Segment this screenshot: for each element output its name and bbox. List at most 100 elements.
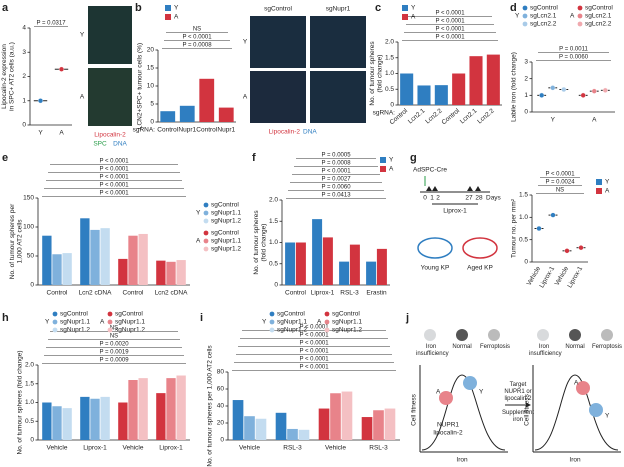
legend-label: sgNupr1.1 [60, 319, 90, 326]
bar [118, 258, 128, 285]
y-tick-label: 50 [27, 253, 35, 260]
bar [361, 417, 373, 440]
day: 28 [475, 195, 483, 202]
bar [156, 260, 166, 285]
annotation: P = 0.0024 [545, 180, 575, 186]
y-axis-label: in SPC+ AT2 cells (a.u.) [9, 42, 16, 111]
bar [339, 261, 350, 285]
state-label: Ferroptosis [591, 344, 622, 350]
bar [275, 412, 287, 440]
cell-icon [601, 329, 613, 341]
legend-label: A [605, 188, 610, 195]
bar [156, 393, 166, 440]
legend-marker [203, 218, 209, 224]
annotation: NS [193, 27, 201, 33]
stain-label: Lipocalin-2 [269, 129, 301, 136]
annotation: P < 0.0001 [299, 349, 329, 355]
legend-label: sgNupr1.2 [211, 246, 241, 253]
bar [42, 235, 52, 285]
annotation: P < 0.0001 [435, 27, 465, 33]
dot [550, 212, 556, 218]
y-tick-label: 10 [147, 83, 155, 90]
legend-label: sgLcn2.2 [585, 21, 612, 28]
legend-label: sgControl [211, 202, 239, 209]
x-tick-label: Nupr1 [178, 127, 196, 134]
y-axis-label: (fold change) [261, 224, 268, 262]
legend-label: sgLcn2.1 [530, 13, 557, 20]
bar [62, 408, 72, 440]
y-axis-label: No. of tumour spheres [253, 210, 260, 275]
legend-group: Y [515, 13, 520, 20]
legend-marker [577, 5, 583, 11]
y-tick-label: 1.5 [25, 380, 34, 387]
cell-icon [424, 329, 436, 341]
state-label: Normal [565, 344, 585, 350]
x-tick-label: Control [440, 107, 461, 126]
bar [90, 229, 100, 285]
y-tick-label: 0 [274, 282, 278, 289]
group-label: A [574, 380, 579, 387]
row-label: A [80, 94, 85, 101]
panel-letter: e [2, 152, 8, 164]
y-tick-label: 5 [150, 101, 154, 108]
legend-label: A [389, 166, 394, 173]
y-axis-label: Tumour no. per mm² [511, 198, 518, 258]
bar [62, 253, 72, 285]
bar [434, 85, 448, 105]
annotation: P < 0.0001 [435, 35, 465, 41]
y-axis-label: (fold change) [377, 55, 384, 93]
legend-group: A [100, 319, 105, 326]
annotation: P < 0.0001 [299, 325, 329, 331]
annotation: P = 0.0019 [99, 350, 129, 356]
annotation: NS [110, 334, 118, 340]
dot [58, 66, 65, 72]
y-tick-label: 2 [524, 75, 528, 82]
legend-marker [203, 210, 209, 216]
dot [539, 92, 545, 98]
legend-group: A [317, 319, 322, 326]
bar [486, 54, 500, 105]
x-tick-label: Erastin [366, 290, 387, 297]
bar [80, 218, 90, 285]
bar [341, 391, 353, 440]
bar [318, 408, 330, 440]
legend-marker [596, 179, 602, 185]
intervention: Target NUPR1 or lipocalin-2 [504, 382, 532, 402]
day: 2 [436, 195, 440, 202]
legend-marker [269, 327, 275, 333]
micrograph [88, 6, 132, 64]
x-tick-label: Control [157, 127, 179, 134]
bar [128, 380, 138, 440]
bar [373, 410, 384, 440]
cell-icon [589, 403, 603, 417]
x-tick-label: Lcn2.1 [459, 107, 479, 125]
stain-label: SPC [93, 141, 107, 148]
legend-label: sgControl [332, 311, 360, 318]
fitness-curve [421, 374, 506, 451]
annotation: P = 0.0317 [36, 21, 66, 27]
y-tick-label: 0 [220, 437, 224, 444]
bar [244, 416, 255, 440]
axes [419, 365, 508, 453]
x-tick-label: Vehicle [123, 445, 144, 452]
bar [312, 219, 323, 285]
legend-label: sgNupr1.2 [211, 218, 241, 225]
legend-marker [324, 311, 330, 317]
y-tick-label: 100 [23, 224, 34, 231]
annotation: P = 0.0009 [99, 358, 129, 364]
legend-label: sgNupr1.1 [211, 210, 241, 217]
bar [138, 233, 148, 285]
bar [232, 400, 244, 440]
bar [322, 237, 333, 285]
y-tick-label: 1.0 [269, 239, 278, 246]
legend-label: sgNupr1.1 [277, 319, 307, 326]
y-tick-label: 1.0 [385, 70, 394, 77]
legend-label: sgNupr1.1 [115, 319, 145, 326]
legend-label: Y [605, 179, 610, 186]
axis-label: Cell fitness [524, 393, 531, 426]
panel-letter: c [375, 2, 381, 14]
state-label: Ferroptosis [479, 344, 510, 350]
row-label: A [243, 94, 248, 101]
annotation: P < 0.0001 [182, 35, 212, 41]
y-axis-label: 1,000 AT2 cells [17, 219, 24, 264]
